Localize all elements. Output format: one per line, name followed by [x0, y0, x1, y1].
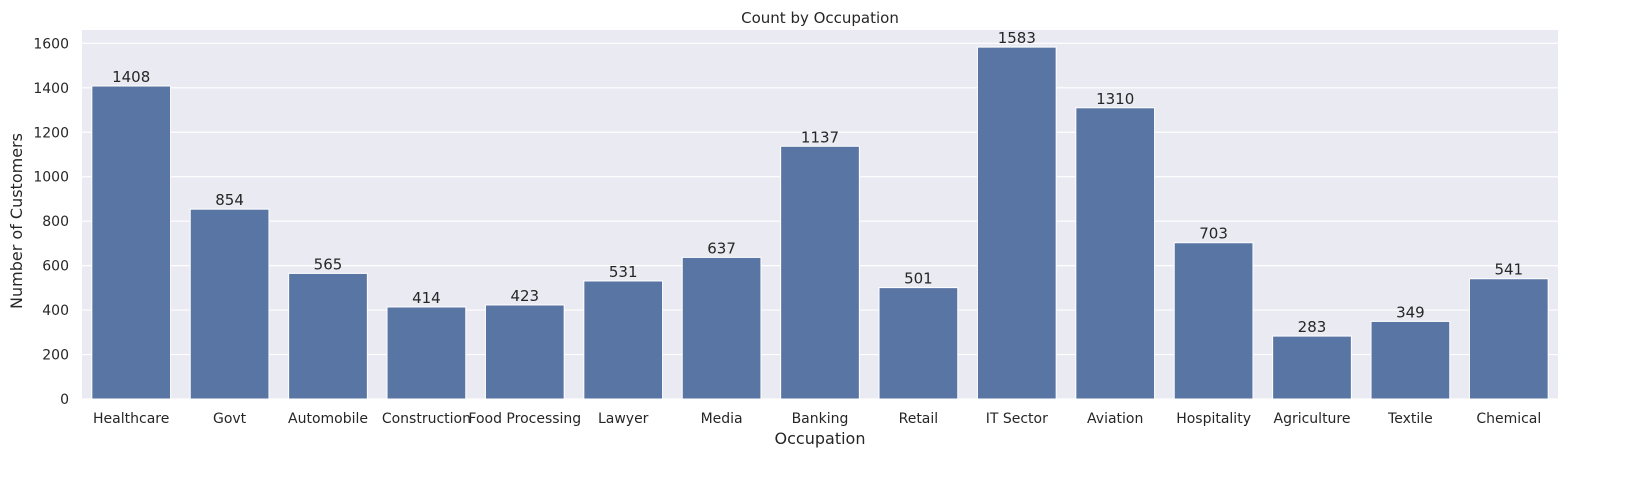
data-label: 703	[1199, 225, 1228, 243]
y-tick-labels: 0 200 400 600 800 1000 1200 1400 1600	[33, 36, 69, 408]
data-label: 1137	[801, 128, 839, 146]
x-tick-label: Agriculture	[1274, 411, 1351, 427]
y-tick-label: 1400	[33, 81, 69, 97]
bar	[386, 306, 467, 400]
data-label: 1583	[998, 29, 1036, 47]
data-label: 349	[1396, 303, 1425, 321]
x-tick-label: IT Sector	[986, 411, 1048, 427]
y-tick-label: 1600	[33, 36, 69, 52]
bar	[288, 272, 368, 400]
x-tick-label: Banking	[792, 411, 849, 427]
bar	[1468, 278, 1549, 400]
data-label: 854	[215, 191, 244, 209]
bar	[1370, 320, 1451, 400]
y-tick-label: 1200	[33, 125, 69, 141]
x-tick-label: Hospitality	[1176, 411, 1251, 427]
data-label: 501	[904, 270, 933, 288]
data-label: 1408	[112, 68, 150, 86]
x-tick-label: Aviation	[1087, 411, 1143, 427]
x-tick-label: Automobile	[288, 411, 368, 427]
bar	[1173, 242, 1254, 400]
x-tick-label: Healthcare	[93, 411, 169, 427]
chart-title: Count by Occupation	[741, 9, 899, 27]
y-tick-label: 400	[42, 303, 69, 319]
bar	[91, 85, 172, 400]
x-tick-label: Lawyer	[598, 411, 649, 427]
y-tick-label: 600	[42, 259, 69, 275]
bars	[91, 46, 1549, 400]
x-tick-label: Construction	[382, 411, 471, 427]
data-label: 1310	[1096, 90, 1134, 108]
data-label: 423	[510, 287, 539, 305]
bar	[878, 287, 959, 400]
y-tick-label: 800	[42, 214, 69, 230]
x-tick-label: Textile	[1387, 411, 1433, 427]
bar	[1075, 107, 1156, 400]
x-tick-labels: Healthcare Govt Automobile ConstructionFood…	[93, 411, 1541, 427]
x-tick-label: Govt	[213, 411, 247, 427]
bar	[780, 145, 860, 400]
data-label: 283	[1298, 318, 1327, 336]
y-axis-label: Number of Customers	[7, 133, 26, 309]
data-label: 541	[1494, 261, 1523, 279]
x-tick-label: Food Processing	[468, 411, 581, 427]
bar	[583, 280, 664, 400]
x-axis-label: Occupation	[775, 429, 866, 448]
data-label: 637	[707, 239, 736, 257]
data-label: 414	[412, 289, 441, 307]
x-tick-label: Chemical	[1476, 411, 1541, 427]
y-tick-label: 200	[42, 348, 69, 364]
x-tick-label: Media	[701, 411, 743, 427]
data-label: 531	[609, 263, 638, 281]
x-tick-label: Retail	[899, 411, 939, 427]
y-tick-label: 1000	[33, 170, 69, 186]
data-labels: 1408 854 565 414 423 531 637 1137 501 1583 1310 703…	[112, 29, 1523, 336]
y-tick-label: 0	[60, 392, 69, 408]
bar	[976, 46, 1057, 400]
bar	[1272, 335, 1352, 400]
bar	[189, 208, 270, 400]
data-label: 565	[314, 255, 343, 273]
bar	[484, 304, 565, 400]
bar	[681, 256, 762, 400]
